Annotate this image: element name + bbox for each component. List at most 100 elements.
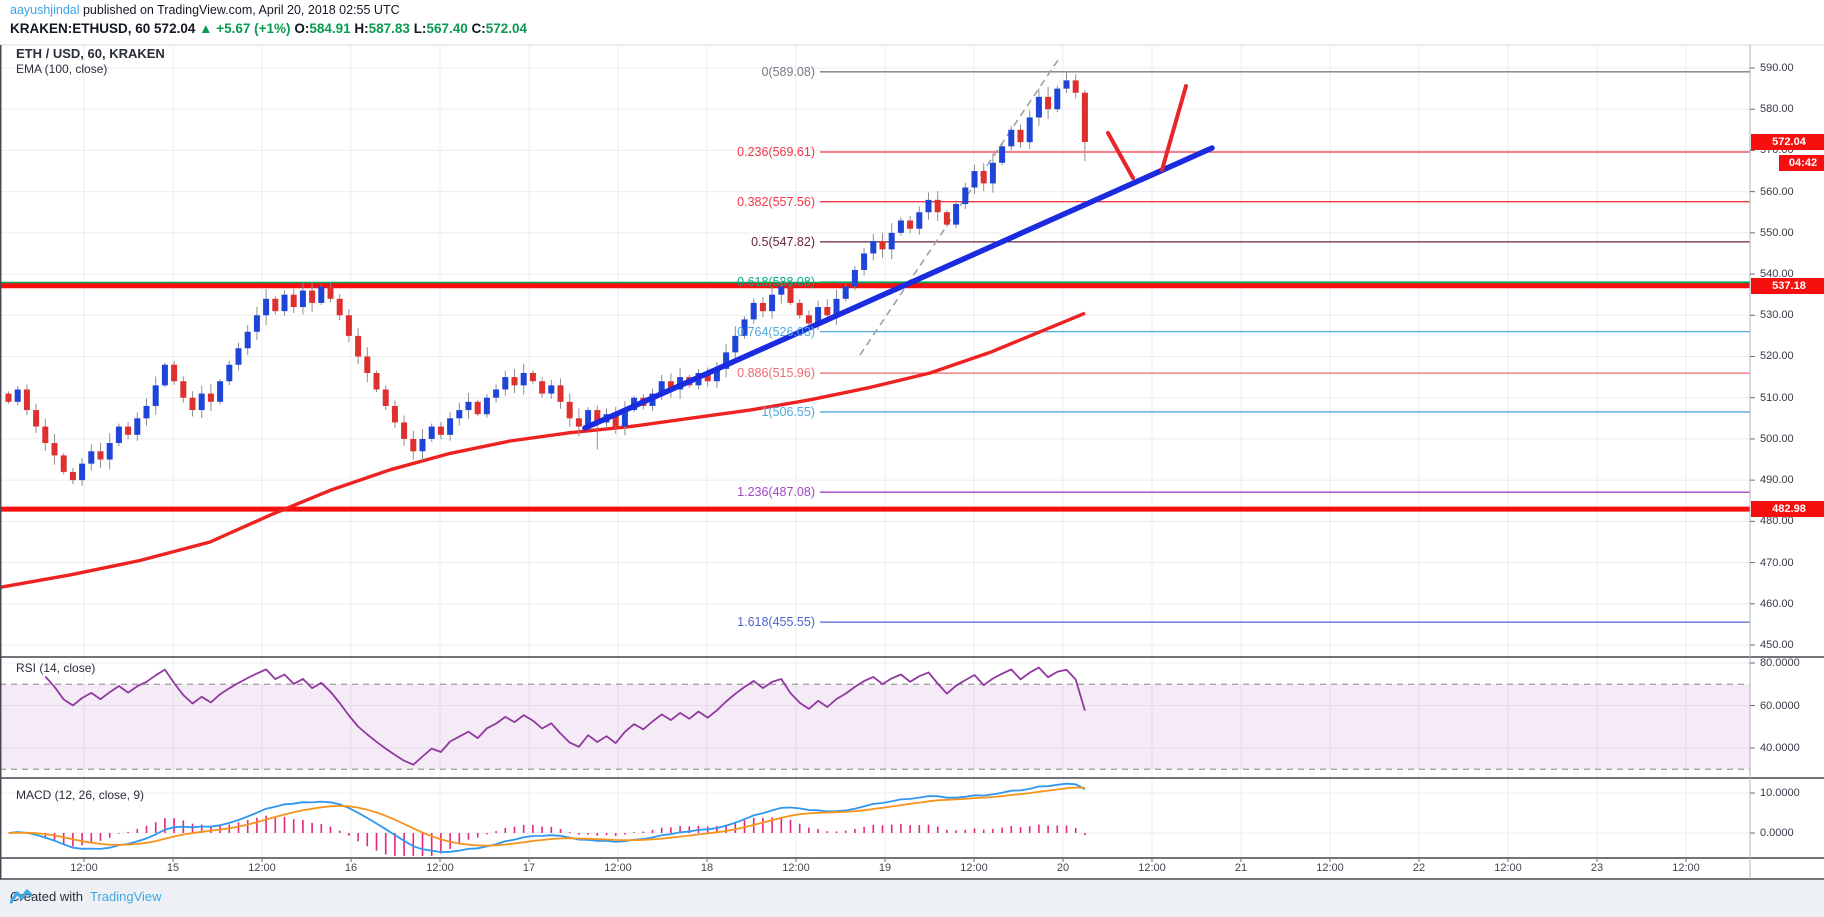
candle-up	[483, 397, 490, 415]
candle-down	[97, 451, 104, 460]
candle-down	[125, 426, 132, 435]
price-badge: 572.04	[1751, 134, 1824, 150]
candle-up	[493, 389, 500, 398]
legend-symbol-title[interactable]: ETH / USD, 60, KRAKEN	[16, 46, 165, 61]
time-tick-label: 12:00	[604, 862, 632, 874]
candle-down	[180, 381, 187, 398]
price-badge: 537.18	[1751, 278, 1824, 294]
candle-down	[1045, 96, 1052, 110]
rsi-tick-label: 40.0000	[1760, 742, 1800, 754]
candle-up	[244, 331, 251, 349]
fib-label-0.886: 0.886(515.96)	[737, 366, 815, 381]
time-tick-label: 19	[878, 862, 892, 874]
candle-up	[79, 463, 86, 481]
blue-trendline	[582, 145, 1215, 431]
candle-up	[916, 212, 923, 229]
candle-up	[888, 232, 895, 250]
candle-down	[879, 241, 886, 250]
candle-down	[355, 335, 362, 357]
candle-down	[69, 471, 76, 481]
candle-down	[824, 307, 831, 316]
candle-down	[539, 381, 546, 394]
candle-up	[870, 241, 877, 254]
macd-pane-label[interactable]: MACD (12, 26, close, 9)	[16, 788, 145, 802]
candle-down	[33, 410, 40, 427]
candle-down	[796, 302, 803, 316]
price-tick-label: 450.00	[1760, 638, 1794, 651]
candle-down	[474, 401, 481, 415]
candle-up	[281, 294, 288, 312]
time-axis[interactable]	[0, 858, 1750, 879]
candle-down	[1072, 80, 1079, 93]
candle-up	[447, 418, 454, 435]
candle-up	[198, 393, 205, 411]
published-text: published on TradingView.com, April 20, …	[79, 3, 400, 17]
fib-label-0: 0(589.08)	[761, 64, 815, 79]
candle-up	[1054, 88, 1061, 110]
time-tick-label: 12:00	[1672, 862, 1700, 874]
candle-up	[621, 410, 628, 427]
legend-ema-indicator[interactable]: EMA (100, close)	[16, 62, 108, 76]
candle-up	[971, 171, 978, 188]
fib-label-0.5: 0.5(547.82)	[751, 234, 815, 249]
rsi-pane-label[interactable]: RSI (14, close)	[16, 661, 96, 675]
tradingview-link[interactable]: TradingView	[89, 889, 162, 904]
time-tick-label: 18	[700, 862, 714, 874]
candle-down	[787, 286, 794, 303]
candle-up	[750, 302, 757, 320]
candle-down	[391, 405, 398, 423]
candle-up	[226, 364, 233, 382]
candle-down	[557, 385, 564, 402]
candle-down	[410, 438, 417, 452]
candle-up	[318, 286, 325, 303]
price-tick-label: 590.00	[1760, 62, 1794, 74]
candle-up	[548, 385, 555, 394]
footer: Created with TradingView	[10, 889, 162, 904]
candle-up	[217, 381, 224, 402]
candle-up	[833, 298, 840, 316]
time-tick-label: 12:00	[248, 862, 276, 874]
rsi-tick-label: 80.0000	[1760, 657, 1800, 669]
price-tick-label: 470.00	[1760, 556, 1794, 569]
candle-down	[189, 397, 196, 411]
price-tick-label: 490.00	[1760, 474, 1794, 487]
candle-down	[42, 426, 49, 444]
candle-down	[980, 171, 987, 184]
candle-down	[23, 389, 30, 411]
macd-tick-label: 0.0000	[1760, 827, 1794, 839]
candle-down	[5, 393, 12, 402]
candle-up	[769, 294, 776, 312]
candle-up	[152, 385, 159, 406]
candle-up	[235, 348, 242, 365]
fib-label-0.382: 0.382(557.56)	[737, 194, 815, 209]
candle-up	[1063, 80, 1070, 89]
candle-up	[419, 438, 426, 452]
red-arrow-2	[1160, 84, 1188, 172]
candle-up	[962, 187, 969, 205]
candle-down	[290, 294, 297, 308]
author-link[interactable]: aayushjindal	[10, 3, 80, 17]
candle-up	[1008, 129, 1015, 147]
change-arrow-icon: ▲	[199, 21, 213, 36]
candle-down	[667, 381, 674, 390]
candle-down	[272, 298, 279, 312]
price-axis[interactable]	[1750, 45, 1824, 858]
change-text: +5.67 (+1%)	[216, 21, 291, 36]
time-tick-label: 12:00	[1494, 862, 1522, 874]
candle-down	[575, 418, 582, 427]
candle-down	[437, 426, 444, 435]
price-tick-label: 530.00	[1760, 309, 1794, 322]
open-label: O:	[294, 21, 310, 36]
candle-down	[594, 410, 601, 423]
candle-down	[1081, 92, 1088, 143]
low-label: L:	[413, 21, 427, 36]
time-tick-label: 21	[1234, 862, 1248, 874]
low-value: 567.40	[426, 21, 468, 36]
price-tick-label: 460.00	[1760, 597, 1794, 610]
fib-label-0.618: 0.618(538.08)	[737, 274, 815, 289]
open-value: 584.91	[309, 21, 351, 36]
close-value: 572.04	[485, 21, 528, 36]
candle-up	[925, 199, 932, 213]
